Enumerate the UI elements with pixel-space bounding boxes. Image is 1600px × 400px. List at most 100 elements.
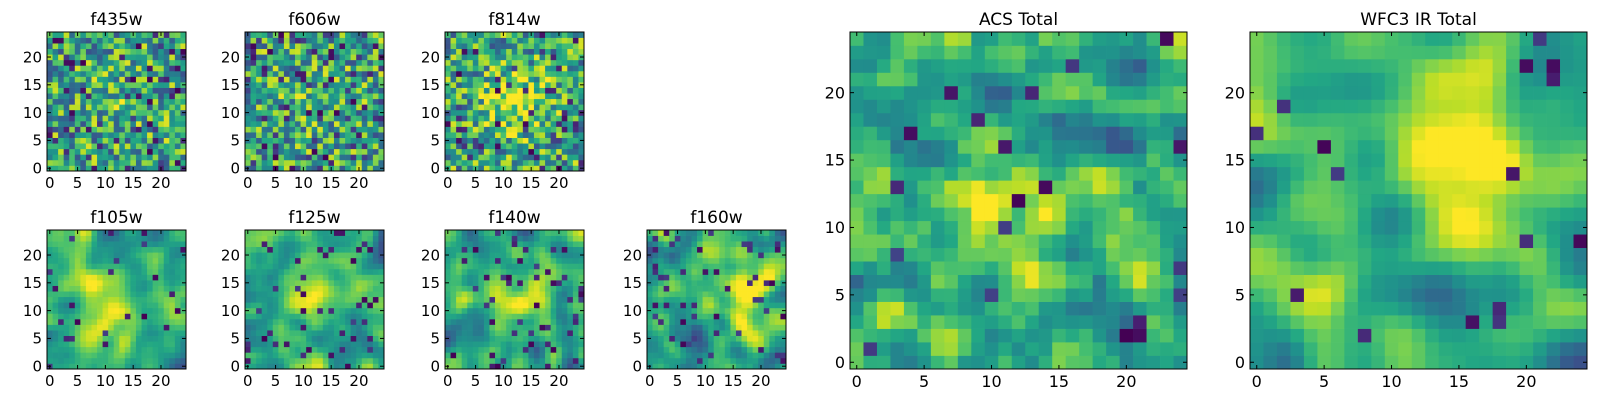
heatmap-cell: [361, 263, 368, 270]
heatmap-cell: [367, 268, 374, 275]
heatmap-cell: [467, 263, 474, 270]
heatmap-cell: [957, 153, 972, 168]
heatmap-cell: [80, 165, 87, 172]
heatmap-cell: [322, 115, 329, 122]
heatmap-cell: [350, 280, 357, 286]
heatmap-cell: [556, 87, 563, 94]
heatmap-cell: [356, 307, 363, 314]
heatmap-cell: [345, 330, 351, 336]
heatmap-cell: [735, 241, 742, 248]
heatmap-cell: [680, 341, 687, 348]
heatmap-cell: [663, 274, 670, 281]
heatmap-cell: [663, 330, 670, 336]
heatmap-cell: [80, 230, 87, 236]
heatmap-cell: [517, 115, 524, 122]
heatmap-cell: [890, 355, 905, 370]
heatmap-cell: [445, 143, 451, 150]
heatmap-cell: [863, 315, 878, 329]
heatmap-cell: [63, 257, 70, 264]
heatmap-cell: [567, 32, 574, 38]
heatmap-cell: [113, 230, 120, 236]
heatmap-cell: [378, 59, 385, 66]
heatmap-cell: [545, 357, 551, 364]
heatmap-cell: [735, 285, 742, 292]
heatmap-cell: [267, 352, 274, 359]
heatmap-cell: [511, 148, 518, 155]
heatmap-cell: [669, 341, 676, 348]
heatmap-cell: [289, 246, 296, 253]
heatmap-cell: [74, 137, 81, 144]
heatmap-cell: [1065, 261, 1080, 275]
heatmap-cell: [152, 346, 159, 353]
heatmap-cell: [180, 274, 187, 281]
heatmap-cell: [708, 296, 715, 303]
heatmap-cell: [500, 93, 507, 100]
heatmap-cell: [350, 76, 357, 83]
heatmap-cell: [261, 126, 268, 133]
heatmap-cell: [180, 246, 187, 253]
heatmap-cell: [158, 109, 165, 116]
heatmap-cell: [763, 346, 770, 353]
x-tick-label: 0: [45, 372, 55, 390]
heatmap-cell: [69, 143, 76, 150]
heatmap-cell: [511, 115, 518, 122]
heatmap-cell: [174, 87, 181, 94]
heatmap-cell: [372, 341, 379, 348]
heatmap-cell: [567, 132, 574, 138]
heatmap-cell: [489, 126, 496, 133]
x-tick-label: 20: [151, 174, 170, 192]
heatmap-cell: [561, 76, 568, 83]
heatmap-cell: [472, 335, 479, 342]
heatmap-cell: [669, 302, 676, 309]
heatmap-cell: [658, 291, 665, 298]
heatmap-cell: [272, 154, 279, 161]
heatmap-cell: [478, 70, 485, 77]
heatmap-cell: [289, 93, 296, 100]
heatmap-cell: [124, 257, 131, 264]
heatmap-cell: [245, 76, 251, 83]
heatmap-cell: [697, 307, 703, 314]
heatmap-cell: [372, 143, 379, 150]
heatmap-cell: [174, 302, 181, 309]
heatmap-cell: [998, 234, 1013, 249]
heatmap-cell: [719, 235, 726, 242]
heatmap-cell: [724, 268, 731, 275]
heatmap-cell: [256, 154, 263, 161]
heatmap-cell: [250, 98, 257, 105]
heatmap-cell: [278, 82, 285, 88]
heatmap-cell: [1052, 220, 1067, 235]
heatmap-cell: [669, 280, 676, 286]
heatmap-cell: [478, 252, 485, 259]
heatmap-cell: [147, 165, 153, 172]
heatmap-cell: [135, 296, 142, 303]
heatmap-cell: [91, 120, 98, 127]
heatmap-cell: [250, 93, 257, 100]
heatmap-cell: [572, 341, 579, 348]
heatmap-cell: [289, 48, 296, 55]
heatmap-cell: [361, 120, 368, 127]
heatmap-cell: [735, 252, 742, 259]
heatmap-cell: [472, 70, 479, 77]
heatmap-cell: [356, 280, 363, 286]
heatmap-cell: [780, 274, 787, 281]
heatmap-cell: [113, 109, 120, 116]
heatmap-cell: [108, 252, 115, 259]
heatmap-cell: [174, 48, 181, 55]
heatmap-cell: [984, 166, 999, 181]
heatmap-cell: [333, 324, 340, 331]
heatmap-cell: [113, 285, 120, 292]
heatmap-cell: [724, 280, 731, 286]
heatmap-cell: [328, 104, 335, 111]
heatmap-cell: [489, 137, 496, 144]
heatmap-cell: [1025, 288, 1040, 302]
heatmap-cell: [652, 324, 659, 331]
heatmap-cell: [774, 257, 781, 264]
heatmap-cell: [306, 143, 313, 150]
heatmap-cell: [245, 104, 251, 111]
heatmap-cell: [152, 32, 159, 38]
heatmap-cell: [124, 274, 131, 281]
heatmap-cell: [685, 318, 692, 325]
heatmap-cell: [1146, 166, 1161, 181]
heatmap-cell: [124, 235, 131, 242]
heatmap-cell: [80, 263, 87, 270]
